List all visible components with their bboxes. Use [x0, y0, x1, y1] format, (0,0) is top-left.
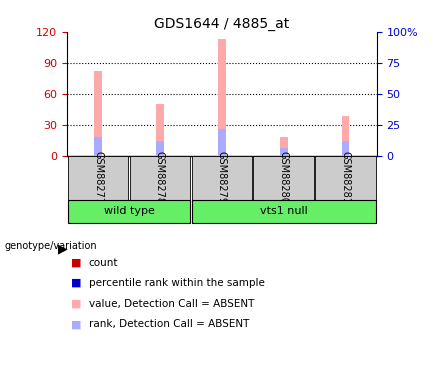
- Bar: [156, 141, 164, 156]
- Title: GDS1644 / 4885_at: GDS1644 / 4885_at: [154, 17, 290, 31]
- Bar: [218, 129, 226, 156]
- Text: ■: ■: [71, 258, 82, 267]
- Text: ■: ■: [71, 278, 82, 288]
- Bar: [156, 104, 164, 156]
- Text: ▶: ▶: [58, 242, 68, 255]
- Bar: [280, 148, 288, 156]
- Text: GSM88279: GSM88279: [217, 151, 227, 204]
- Bar: [315, 156, 376, 200]
- Text: wild type: wild type: [103, 206, 155, 216]
- Text: percentile rank within the sample: percentile rank within the sample: [89, 278, 265, 288]
- Text: GSM88280: GSM88280: [279, 151, 289, 204]
- Bar: [253, 156, 314, 200]
- Text: rank, Detection Call = ABSENT: rank, Detection Call = ABSENT: [89, 320, 249, 329]
- Text: ■: ■: [71, 299, 82, 309]
- Text: GSM88281: GSM88281: [341, 151, 351, 204]
- Text: vts1 null: vts1 null: [260, 206, 308, 216]
- Bar: [68, 200, 191, 223]
- Text: GSM88277: GSM88277: [93, 151, 103, 204]
- Bar: [191, 156, 252, 200]
- Bar: [342, 117, 349, 156]
- Bar: [218, 39, 226, 156]
- Bar: [191, 200, 376, 223]
- Bar: [94, 137, 102, 156]
- Bar: [129, 156, 191, 200]
- Text: GSM88278: GSM88278: [155, 151, 165, 204]
- Text: genotype/variation: genotype/variation: [4, 241, 97, 250]
- Bar: [280, 137, 288, 156]
- Bar: [342, 141, 349, 156]
- Text: ■: ■: [71, 320, 82, 329]
- Text: count: count: [89, 258, 118, 267]
- Bar: [68, 156, 129, 200]
- Text: value, Detection Call = ABSENT: value, Detection Call = ABSENT: [89, 299, 254, 309]
- Bar: [94, 71, 102, 156]
